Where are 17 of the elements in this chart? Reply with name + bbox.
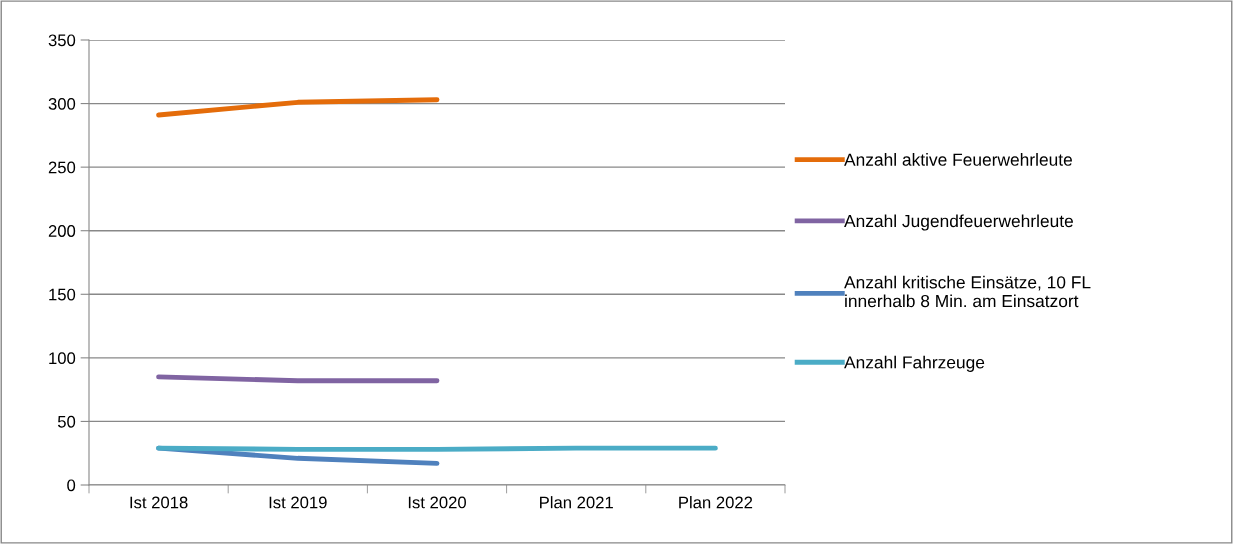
x-tick-label: Plan 2022 <box>679 496 753 509</box>
y-tick-label: 0 <box>67 479 76 492</box>
y-tick-label: 100 <box>49 352 76 365</box>
x-tick-label: Ist 2019 <box>269 496 327 509</box>
y-tick-label: 200 <box>48 225 76 237</box>
y-tick-label: 50 <box>57 415 76 428</box>
x-tick-label: Ist 2020 <box>408 496 466 509</box>
legend-label: Anzahl kritische Einsätze, 10 FL innerhalb 8 Min. am Einsatzort <box>844 275 1091 308</box>
x-tick-label: Plan 2021 <box>540 496 613 509</box>
legend-label: Anzahl aktive Feuerwehrleute <box>844 153 1072 166</box>
y-tick-label: 300 <box>48 97 76 110</box>
y-tick-label: 150 <box>49 288 76 301</box>
legend-label: Anzahl Jugendfeuerwehrleute <box>844 214 1073 231</box>
x-tick-label: Ist 2018 <box>130 496 188 509</box>
y-tick-label: 350 <box>48 34 76 47</box>
y-tick-label: 250 <box>48 161 76 174</box>
legend-label: Anzahl Fahrzeuge <box>844 355 985 372</box>
